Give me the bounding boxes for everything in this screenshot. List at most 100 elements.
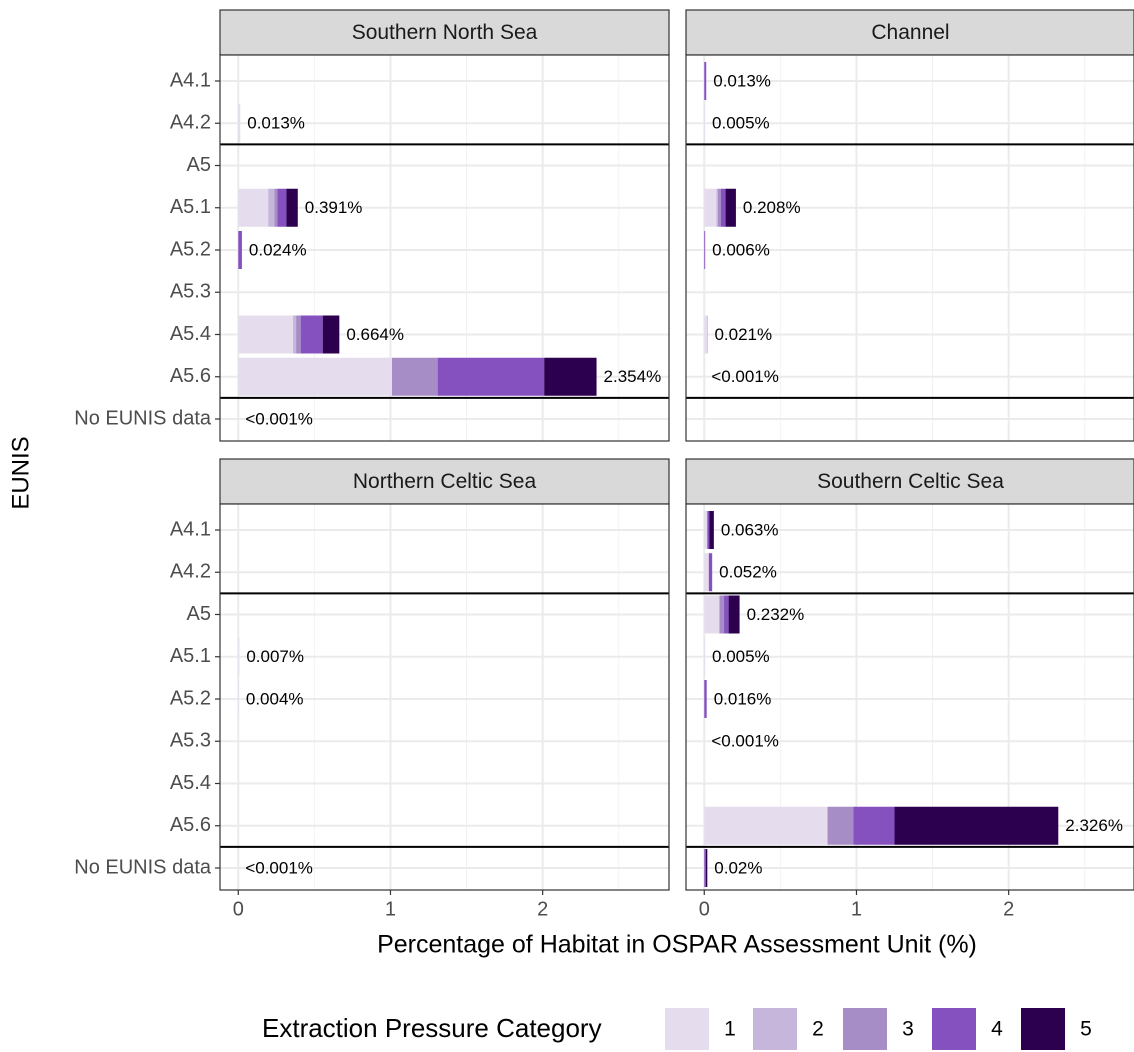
facet-title: Southern Celtic Sea	[817, 470, 1004, 493]
bar-segment	[704, 595, 720, 634]
bar-segment	[274, 188, 278, 227]
bar-segment	[716, 188, 718, 227]
bar-segment	[717, 188, 722, 227]
x-tick-label: 0	[699, 898, 710, 920]
x-tick-label: 0	[233, 898, 244, 920]
y-tick-label: A5.6	[170, 365, 211, 387]
data-label: 0.004%	[246, 689, 304, 708]
data-label: 0.016%	[714, 689, 772, 708]
data-label: 0.063%	[721, 520, 779, 539]
y-tick-label: No EUNIS data	[74, 407, 212, 429]
bar-segment	[704, 511, 708, 549]
bar-segment	[704, 637, 706, 676]
data-label: 0.664%	[346, 325, 404, 344]
y-tick-label: A5.3	[170, 730, 211, 752]
y-tick-label: A5.4	[170, 772, 211, 794]
y-tick-label: A5.1	[170, 645, 211, 667]
strip	[685, 458, 1134, 505]
legend-title: Extraction Pressure Category	[262, 1013, 602, 1043]
bar-segment	[437, 357, 545, 396]
bar-segment	[238, 357, 392, 396]
y-tick-label: A5.1	[170, 196, 211, 218]
bar-segment	[293, 315, 297, 354]
bar-segment	[268, 188, 275, 227]
bar-segment	[721, 188, 726, 227]
panel-border	[685, 503, 1134, 891]
bar-segment	[296, 315, 301, 354]
bar-segment	[853, 806, 895, 845]
facet-title: Channel	[871, 21, 949, 44]
x-axis-label: Percentage of Habitat in OSPAR Assessmen…	[377, 931, 977, 959]
y-tick-label: A5	[187, 154, 211, 176]
data-label: <0.001%	[711, 732, 779, 751]
data-label: 0.024%	[249, 240, 307, 259]
data-label: 0.232%	[747, 605, 805, 624]
legend-swatch	[1021, 1008, 1065, 1050]
y-tick-label: A5	[187, 603, 211, 625]
bar-segment	[705, 849, 708, 887]
bar-segment	[704, 849, 706, 887]
bar-segment	[725, 188, 736, 227]
bar-segment	[238, 188, 269, 227]
legend-label: 2	[812, 1018, 824, 1041]
panel-border	[685, 54, 1134, 442]
data-label: 0.021%	[714, 325, 772, 344]
bar-segment	[277, 188, 287, 227]
x-tick-label: 1	[385, 898, 396, 920]
bar-segment	[238, 637, 240, 676]
y-tick-label: A5.3	[170, 281, 211, 303]
legend-label: 4	[991, 1018, 1003, 1041]
legend-swatch	[932, 1008, 976, 1050]
bar-segment	[719, 595, 725, 634]
legend-label: 1	[724, 1018, 736, 1041]
data-label: 2.354%	[604, 367, 662, 386]
bar-segment	[709, 511, 714, 549]
data-label: 0.006%	[712, 240, 770, 259]
y-tick-label: A5.2	[170, 687, 211, 709]
data-label: 0.005%	[712, 114, 770, 133]
data-label: <0.001%	[245, 858, 313, 877]
bar-segment	[238, 104, 241, 143]
data-label: 0.013%	[247, 114, 305, 133]
panel-border	[219, 54, 670, 442]
data-label: 0.208%	[743, 198, 801, 217]
data-label: 0.052%	[719, 563, 777, 582]
bar-segment	[704, 315, 708, 354]
x-tick-label: 1	[851, 898, 862, 920]
y-tick-label: A4.2	[170, 561, 211, 583]
bar-segment	[704, 553, 709, 592]
data-label: 0.02%	[714, 858, 762, 877]
strip	[219, 458, 670, 505]
bar-segment	[728, 595, 740, 634]
data-label: 0.005%	[712, 647, 770, 666]
bar-segment	[704, 680, 707, 718]
bar-segment	[300, 315, 323, 354]
legend-swatch	[843, 1008, 887, 1050]
bar-segment	[704, 231, 706, 269]
panel-border	[219, 503, 670, 891]
bar-segment	[707, 511, 710, 549]
facet-title: Northern Celtic Sea	[353, 470, 537, 493]
bar-segment	[827, 806, 854, 845]
bar-segment	[708, 553, 713, 592]
data-label: 0.013%	[713, 71, 771, 90]
bar-segment	[704, 104, 706, 143]
y-tick-label: A4.1	[170, 518, 211, 540]
bar-segment	[544, 357, 597, 396]
y-tick-label: No EUNIS data	[74, 856, 212, 878]
legend-swatch	[753, 1008, 797, 1050]
data-label: 0.007%	[246, 647, 304, 666]
y-tick-label: A5.4	[170, 323, 211, 345]
data-label: <0.001%	[711, 367, 779, 386]
bar-segment	[704, 188, 717, 227]
y-tick-label: A5.2	[170, 238, 211, 260]
y-tick-label: A4.2	[170, 112, 211, 134]
data-label: <0.001%	[245, 409, 313, 428]
bar-segment	[322, 315, 340, 354]
bar-segment	[724, 595, 729, 634]
bar-segment	[286, 188, 298, 227]
bar-segment	[704, 62, 707, 100]
y-axis-label: EUNIS	[7, 436, 34, 509]
